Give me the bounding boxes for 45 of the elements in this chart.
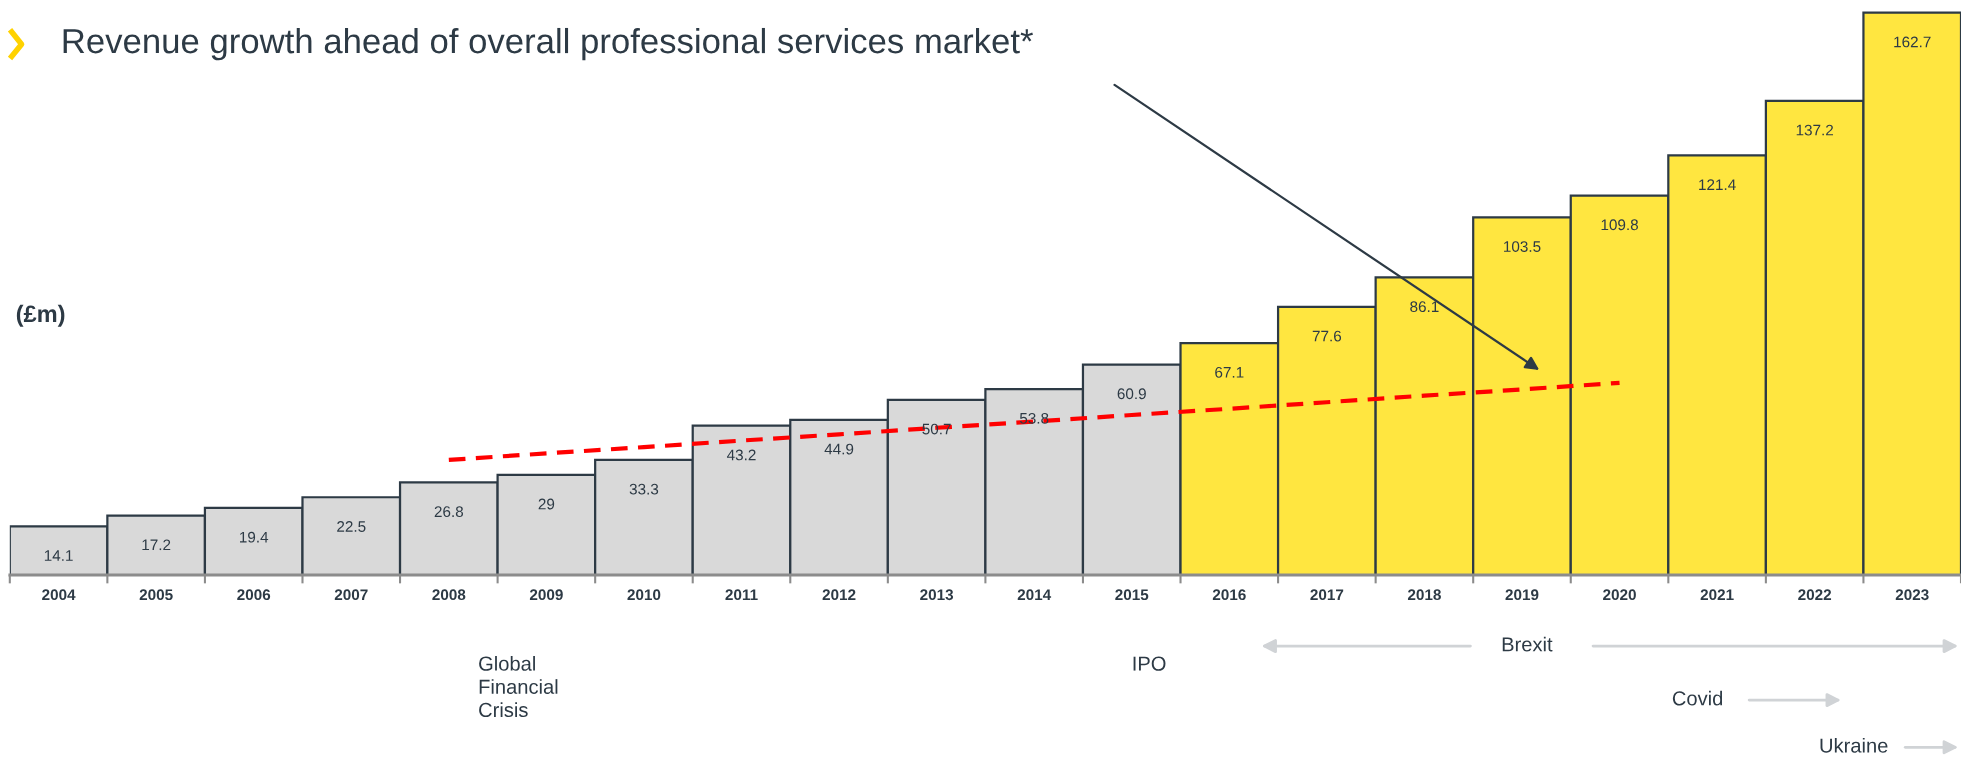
x-tick-label: 2007 bbox=[334, 589, 368, 601]
data-label: 86.1 bbox=[1410, 301, 1439, 313]
data-label: 60.9 bbox=[1117, 388, 1146, 400]
annotation: Revenue growth ahead of overall professional services market* bbox=[63, 27, 1033, 61]
x-tick-label: 2023 bbox=[1895, 589, 1929, 601]
data-label: 33.3 bbox=[629, 483, 659, 495]
data-label: 17.2 bbox=[142, 539, 171, 551]
data-label: 121.4 bbox=[1699, 179, 1736, 190]
x-tick-label: 2009 bbox=[529, 589, 563, 601]
data-label: 19.4 bbox=[240, 531, 269, 543]
x-tick-label: 2011 bbox=[725, 589, 758, 601]
data-label: 43.2 bbox=[726, 449, 756, 461]
data-label: 44.9 bbox=[824, 443, 854, 455]
x-tick-label: 2014 bbox=[1017, 589, 1052, 601]
text: Brexit bbox=[1502, 636, 1553, 652]
x-tick-label: 2004 bbox=[42, 589, 76, 601]
x-tick-label: 2012 bbox=[822, 589, 856, 601]
x-tick-label: 2008 bbox=[432, 589, 466, 601]
data-label: 22.5 bbox=[337, 521, 366, 532]
x-tick-label: 2006 bbox=[237, 589, 271, 601]
x-tick-label: 2016 bbox=[1212, 589, 1246, 601]
text: Global Financial Crisis bbox=[479, 655, 558, 718]
x-tick-label: 2015 bbox=[1115, 589, 1149, 601]
data-label: 162.7 bbox=[1894, 36, 1931, 48]
text: IPO bbox=[1133, 656, 1166, 671]
x-tick-label: 2017 bbox=[1310, 589, 1344, 601]
x-tick-label: 2022 bbox=[1798, 589, 1832, 601]
text: Covid bbox=[1672, 690, 1723, 706]
data-label: 77.6 bbox=[1312, 330, 1342, 342]
data-label: 67.1 bbox=[1215, 366, 1244, 378]
x-tick-label: 2005 bbox=[139, 589, 173, 601]
data-label: 103.5 bbox=[1504, 241, 1541, 252]
x-tick-label: 2020 bbox=[1603, 589, 1636, 601]
y-axis-title: (£m) bbox=[16, 304, 65, 327]
data-label: 137.2 bbox=[1796, 124, 1834, 136]
text: Ukraine bbox=[1820, 737, 1888, 753]
x-tick-label: 2018 bbox=[1407, 589, 1441, 601]
data-label: 109.8 bbox=[1601, 219, 1638, 231]
data-label: 26.8 bbox=[434, 506, 464, 518]
x-tick-label: 2010 bbox=[627, 589, 661, 601]
x-tick-label: 2021 bbox=[1700, 589, 1734, 601]
data-label: 29 bbox=[538, 498, 555, 510]
x-tick-label: 2019 bbox=[1505, 589, 1539, 601]
data-label: 14.1 bbox=[44, 550, 73, 561]
x-tick-label: 2013 bbox=[920, 589, 954, 601]
